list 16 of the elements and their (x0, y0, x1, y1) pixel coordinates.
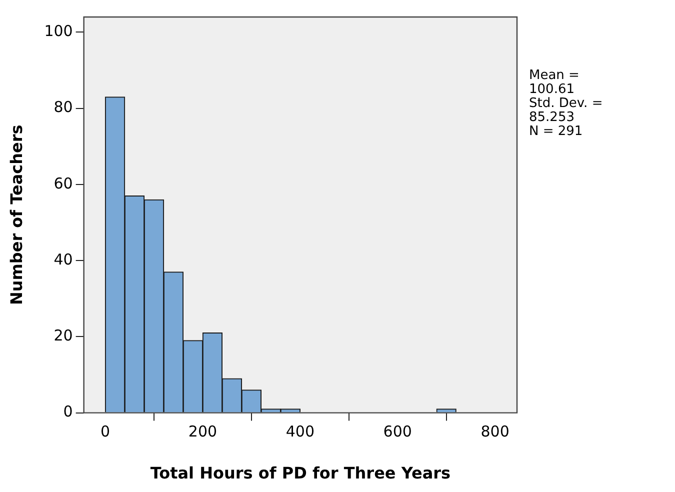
x-tick-label: 200 (188, 422, 218, 441)
y-axis-title: Number of Teachers (6, 124, 26, 306)
y-tick-label: 40 (54, 250, 73, 268)
y-tick-label: 0 (63, 402, 73, 421)
x-tick-label: 800 (480, 422, 510, 441)
y-tick-label: 100 (44, 22, 73, 40)
y-tick-label: 20 (54, 326, 73, 345)
text: Mean = 100.61 (529, 68, 580, 97)
y-tick-label: 60 (54, 174, 73, 192)
y-tick-label: 80 (54, 98, 73, 116)
text: Std. Dev. = 85.253 (529, 96, 603, 125)
x-tick-label: 0 (100, 422, 110, 441)
text: N = 291 (529, 124, 583, 139)
x-tick-label: 400 (286, 422, 314, 441)
x-tick-label: 600 (383, 422, 412, 441)
x-axis-title: Total Hours of PD for Three Years (150, 464, 451, 483)
